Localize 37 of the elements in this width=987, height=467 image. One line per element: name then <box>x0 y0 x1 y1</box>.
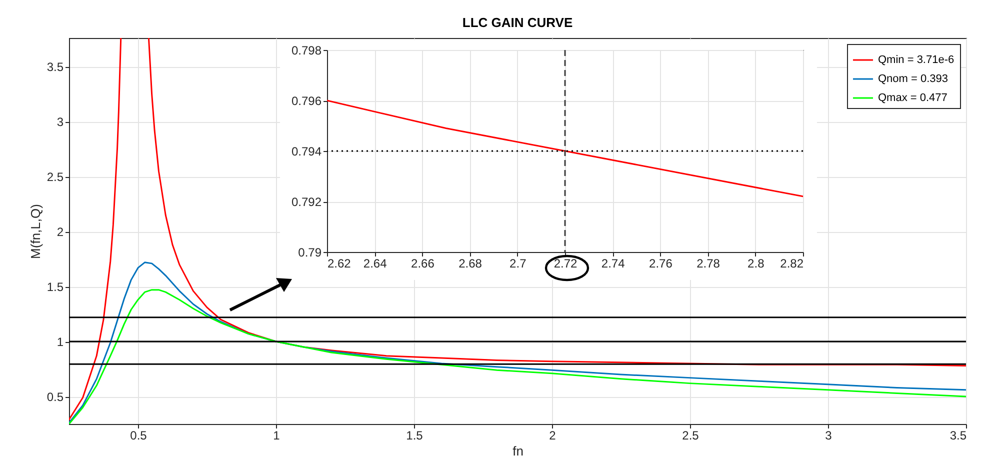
y-tick-label: 0.79 <box>298 246 322 260</box>
x-axis-title: fn <box>512 444 524 458</box>
y-tick-label: 0.798 <box>291 44 322 58</box>
x-tick-label: 2.5 <box>682 428 700 442</box>
legend-label: Qnom = 0.393 <box>878 73 948 85</box>
x-tick-label: 2.68 <box>458 256 482 270</box>
x-tick-label: 2.76 <box>649 256 673 270</box>
y-tick-label: 2 <box>56 225 64 240</box>
x-tick-label: 3 <box>825 428 832 442</box>
x-tick-label: 2.8 <box>748 256 765 270</box>
chart-title: LLC GAIN CURVE <box>462 15 573 30</box>
y-tick-label: 0.5 <box>46 390 64 404</box>
y-tick-label: 1.5 <box>46 280 64 294</box>
x-tick-label: 1.5 <box>406 428 424 442</box>
x-tick-label: 2.82 <box>780 256 804 270</box>
x-tick-label: 2.64 <box>363 256 388 270</box>
legend-label: Qmin = 3.71e-6 <box>878 54 954 66</box>
y-tick-label: 0.794 <box>291 144 322 158</box>
legend-label: Qmax = 0.477 <box>878 92 948 104</box>
y-tick-label: 3 <box>56 115 64 130</box>
y-tick-label: 0.792 <box>291 195 322 209</box>
x-tick-label: 2.7 <box>510 256 527 270</box>
y-tick-label: 3.5 <box>46 60 64 74</box>
x-tick-label: 2.66 <box>411 256 435 270</box>
x-tick-label: 2.72 <box>554 256 578 270</box>
x-tick-label: 2.62 <box>328 256 352 270</box>
x-tick-label: 1 <box>273 428 280 442</box>
y-tick-label: 2.5 <box>46 170 64 184</box>
x-tick-label: 2.78 <box>696 256 720 270</box>
y-tick-label: 1 <box>56 335 64 350</box>
x-tick-label: 2.74 <box>601 256 626 270</box>
x-tick-label: 3.5 <box>950 428 967 442</box>
y-tick-label: 0.796 <box>291 94 322 108</box>
x-tick-label: 0.5 <box>130 428 148 442</box>
x-tick-label: 2 <box>549 428 556 442</box>
line-series <box>327 100 803 198</box>
y-axis-title: M(fn,L,Q) <box>28 204 43 259</box>
